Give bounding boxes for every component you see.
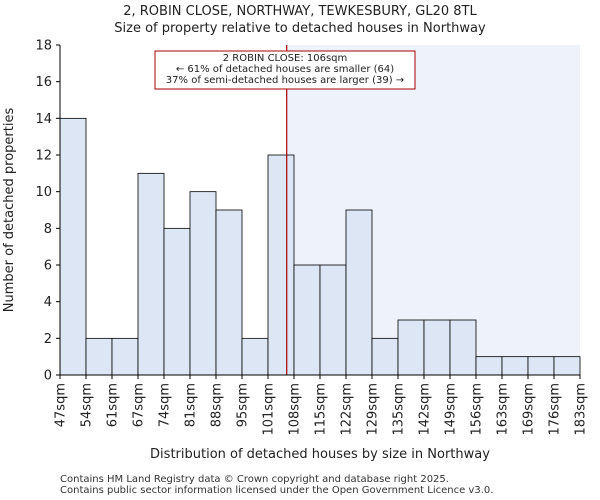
x-tick-label: 115sqm <box>314 383 329 436</box>
bar-156sqm <box>475 356 503 376</box>
x-tick-label: 122sqm <box>340 383 355 436</box>
y-tick-label: 10 <box>35 185 52 200</box>
x-tick-label: 95sqm <box>236 383 251 427</box>
x-tick-label: 176sqm <box>548 383 563 436</box>
x-tick-label: 54sqm <box>80 383 95 427</box>
bar-61sqm <box>111 337 139 376</box>
x-tick-label: 135sqm <box>392 383 407 436</box>
bar-115sqm <box>319 264 347 376</box>
x-tick-label: 163sqm <box>496 383 511 436</box>
bar-101sqm <box>267 154 295 376</box>
bar-47sqm <box>59 117 87 376</box>
y-tick-label: 2 <box>44 332 52 347</box>
x-tick-label: 156sqm <box>470 383 485 436</box>
bar-74sqm <box>163 227 191 376</box>
annotation-box <box>154 50 416 90</box>
x-tick-label: 81sqm <box>184 383 199 427</box>
x-tick-label: 108sqm <box>288 383 303 436</box>
bar-169sqm <box>527 356 555 376</box>
bar-88sqm <box>215 209 243 376</box>
bar-176sqm <box>553 356 581 376</box>
x-ticks-group: 47sqm 54sqm 61sqm 67sqm 74sqm 81sqm 88sqm 95sqm… <box>54 375 589 436</box>
bar-95sqm <box>241 337 269 376</box>
annotation-line-1: 2 ROBIN CLOSE: 106sqm <box>223 53 348 64</box>
marker-annotation: 2 ROBIN CLOSE: 106sqm ← 61% of detached … <box>154 50 416 90</box>
x-tick-label: 61sqm <box>106 383 121 427</box>
bar-163sqm <box>501 356 529 376</box>
bar-122sqm <box>345 209 373 376</box>
x-tick-label: 149sqm <box>444 383 459 436</box>
y-tick-label: 0 <box>44 369 52 384</box>
chart-subtitle: Size of property relative to detached ho… <box>114 21 486 36</box>
x-tick-label: 47sqm <box>54 383 69 427</box>
x-tick-label: 88sqm <box>210 383 225 427</box>
y-tick-label: 6 <box>44 259 52 274</box>
bar-67sqm <box>137 172 165 376</box>
chart-title: 2, ROBIN CLOSE, NORTHWAY, TEWKESBURY, GL… <box>123 4 477 19</box>
x-tick-label: 129sqm <box>366 383 381 436</box>
x-tick-label: 74sqm <box>158 383 173 427</box>
bars-group <box>59 117 581 376</box>
y-axis-label: Number of detached properties <box>2 108 17 313</box>
bar-129sqm <box>371 337 399 376</box>
footer-line-2: Contains public sector information licen… <box>60 485 494 496</box>
bar-54sqm <box>85 337 113 376</box>
annotation-line-2: ← 61% of detached houses are smaller (64… <box>176 64 394 75</box>
footer: Contains HM Land Registry data © Crown c… <box>60 474 493 496</box>
footer-line-1: Contains HM Land Registry data © Crown c… <box>60 474 449 485</box>
bar-135sqm <box>397 319 425 376</box>
x-tick-label: 183sqm <box>574 383 589 436</box>
y-tick-label: 18 <box>35 39 52 54</box>
y-tick-label: 8 <box>44 222 52 237</box>
bar-149sqm <box>449 319 477 376</box>
bar-142sqm <box>423 319 451 376</box>
y-tick-label: 16 <box>35 75 52 90</box>
y-tick-label: 14 <box>35 112 52 127</box>
x-tick-label: 169sqm <box>522 383 537 436</box>
y-tick-label: 12 <box>35 149 52 164</box>
x-tick-label: 67sqm <box>132 383 147 427</box>
bar-81sqm <box>189 191 217 376</box>
x-axis-label: Distribution of detached houses by size … <box>150 447 490 462</box>
annotation-line-3: 37% of semi-detached houses are larger (… <box>166 75 404 86</box>
bar-108sqm <box>293 264 321 376</box>
y-ticks-group: 0 2 4 6 8 10 12 14 16 18 <box>35 39 60 384</box>
x-tick-label: 142sqm <box>418 383 433 436</box>
x-tick-label: 101sqm <box>262 383 277 436</box>
y-tick-label: 4 <box>44 295 52 310</box>
